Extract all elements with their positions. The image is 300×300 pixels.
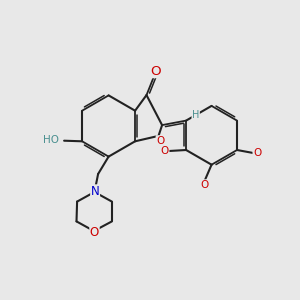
Text: O: O — [161, 146, 169, 156]
Text: HO: HO — [43, 135, 59, 145]
Text: O: O — [90, 226, 99, 239]
Text: N: N — [91, 185, 100, 198]
Text: O: O — [150, 64, 161, 78]
Text: O: O — [253, 148, 261, 158]
Text: H: H — [192, 110, 200, 120]
Text: O: O — [200, 180, 208, 190]
Text: O: O — [156, 136, 164, 146]
